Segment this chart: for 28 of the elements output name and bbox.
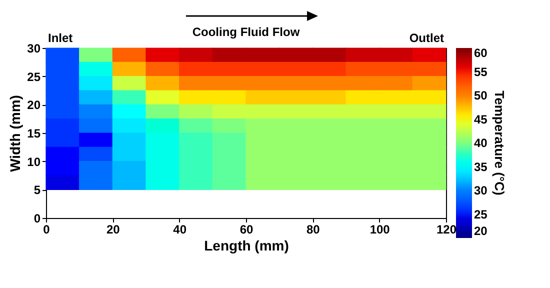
x-tick-label: 100 <box>370 222 390 236</box>
x-tick-label: 0 <box>43 222 50 236</box>
text: Inlet <box>48 31 73 45</box>
color-bar-label: 25 <box>474 207 488 222</box>
x-tick-label: 60 <box>240 222 254 236</box>
y-tick-label: 25 <box>27 70 41 84</box>
x-tick-label: 120 <box>436 222 457 236</box>
y-axis-title: Width (mm) <box>7 95 24 172</box>
x-tick-label: 80 <box>306 222 320 236</box>
y-tick-label: 15 <box>27 126 41 140</box>
color-bar-label: 50 <box>474 88 488 102</box>
color-bar-label: 35 <box>474 160 488 174</box>
y-tick-label: 10 <box>27 154 41 169</box>
y-tick-label: 20 <box>27 98 41 112</box>
y-tick-label: 0 <box>34 212 41 226</box>
x-tick-label: 20 <box>106 222 120 236</box>
x-axis-title: Length (mm) <box>204 238 289 254</box>
color-bar-label: 30 <box>474 184 488 198</box>
text: Cooling Fluid Flow <box>192 25 300 39</box>
x-tick-label: 40 <box>173 222 187 236</box>
color-bar-title: Temperature (°C) <box>492 90 507 196</box>
text: Outlet <box>409 31 444 45</box>
y-tick-label: 30 <box>27 42 41 56</box>
color-bar-label: 45 <box>474 112 488 126</box>
color-bar-label: 60 <box>474 46 488 60</box>
y-tick-label: 5 <box>34 183 41 198</box>
color-bar-label: 40 <box>474 136 488 150</box>
color-bar-label: 55 <box>474 64 488 79</box>
